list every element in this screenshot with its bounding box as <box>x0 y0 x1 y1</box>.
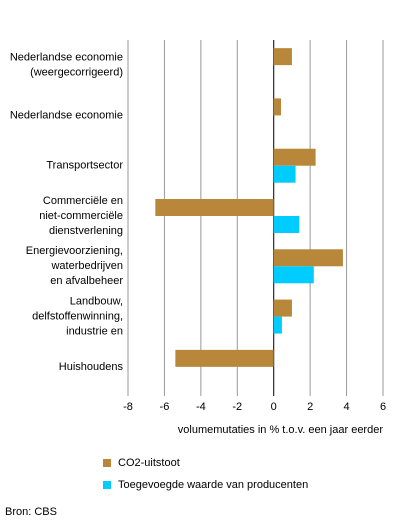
bar <box>273 299 292 317</box>
bar <box>273 266 314 284</box>
y-tick-label: Huishoudens <box>59 361 124 373</box>
y-tick-label: (weergecorrigeerd) <box>30 67 123 79</box>
y-tick-label: industrie en <box>66 325 123 337</box>
bar <box>175 349 274 367</box>
y-tick-label: dienstverlening <box>49 225 123 237</box>
y-tick-label: Commerciële en <box>43 195 123 207</box>
bar <box>273 48 292 66</box>
bar <box>273 148 316 166</box>
x-tick-label: -8 <box>123 401 133 413</box>
source: Bron: CBS <box>5 506 57 518</box>
bar <box>273 216 300 233</box>
y-tick-label: Nederlandse economie <box>10 52 123 64</box>
y-tick-label: Landbouw, <box>70 295 123 307</box>
y-tick-label: en afvalbeheer <box>50 275 123 287</box>
y-tick-label: waterbedrijven <box>50 260 123 272</box>
x-tick-label: 6 <box>380 401 386 413</box>
x-axis-label: volumemutaties in % t.o.v. een jaar eerd… <box>178 424 384 436</box>
bar <box>155 199 274 216</box>
legend-label: CO2-uitstoot <box>118 457 180 469</box>
y-tick-label: Nederlandse economie <box>10 109 123 121</box>
y-tick-label: Transportsector <box>46 160 123 172</box>
x-tick-label: -6 <box>160 401 170 413</box>
x-tick-label: -2 <box>232 401 242 413</box>
y-tick-label: Energievoorziening, <box>26 245 123 257</box>
x-tick-label: -4 <box>196 401 206 413</box>
bar <box>273 316 282 334</box>
legend-label: Toegevoegde waarde van producenten <box>118 479 308 491</box>
legend-swatch <box>103 481 111 489</box>
x-tick-label: 2 <box>307 401 313 413</box>
legend-swatch <box>103 459 111 467</box>
y-tick-label: niet-commerciële <box>39 210 123 222</box>
y-tick-label: delfstoffenwinning, <box>32 310 123 322</box>
x-tick-label: 4 <box>344 401 350 413</box>
bar <box>273 249 343 267</box>
x-tick-label: 0 <box>271 401 277 413</box>
bar <box>273 98 281 116</box>
bar <box>273 165 296 183</box>
